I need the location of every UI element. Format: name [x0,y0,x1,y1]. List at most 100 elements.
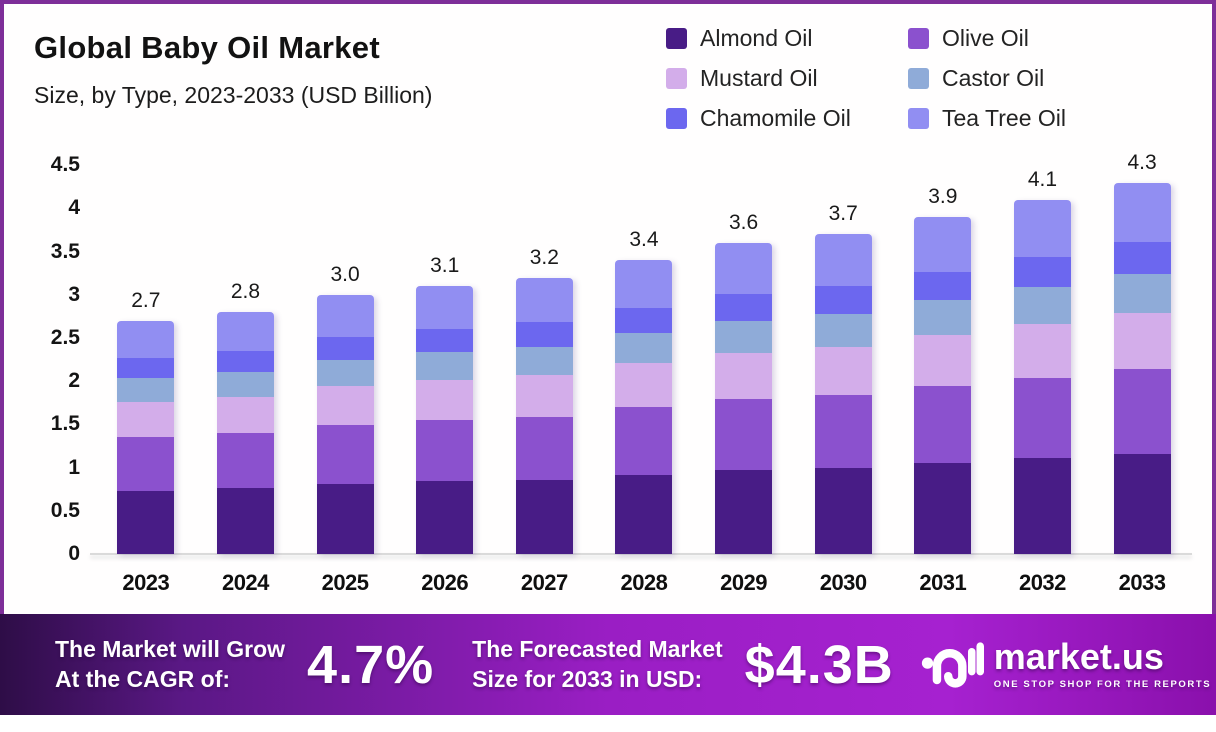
legend-label: Tea Tree Oil [942,105,1066,131]
legend-swatch-chamomile-oil [666,108,687,129]
y-tick-0: 0 [68,542,80,565]
bar-segment-almond-oil [515,479,573,554]
forecast-label: The Forecasted Market Size for 2033 in U… [472,635,723,694]
bar-column-2032: 4.1 [1013,167,1071,554]
cagr-label: The Market will Grow At the CAGR of: [55,635,285,694]
bar-segment-castor-oil [1113,274,1171,313]
bar-segment-tea-tree-oil [715,243,773,294]
bar-column-2029: 3.6 [715,211,773,554]
legend-item-tea-tree-oil: Tea Tree Oil [908,104,1211,133]
y-tick-3: 3 [68,282,80,306]
bar-segment-olive-oil [814,395,872,468]
x-label-2024: 2024 [221,570,269,595]
legend-item-chamomile-oil: Chamomile Oil [666,104,908,133]
bar-segment-olive-oil [615,407,673,475]
bar-column-2023: 2.7 [117,288,175,554]
bar-2033 [1113,182,1171,554]
bar-segment-chamomile-oil [316,337,374,360]
bar-segment-mustard-oil [615,363,673,408]
x-label-2029: 2029 [720,570,768,595]
bar-column-2024: 2.8 [216,280,274,554]
x-axis-line [90,553,1192,555]
bar-segment-almond-oil [715,470,773,554]
forecast-label-line1: The Forecasted Market [472,636,723,663]
bar-segment-tea-tree-oil [416,286,474,329]
y-tick-1: 1 [68,455,80,479]
market-us-logo-icon [921,641,984,688]
bar-segment-castor-oil [814,313,872,347]
bar-segment-mustard-oil [1013,324,1071,378]
brand-logo: market.us ONE STOP SHOP FOR THE REPORTS [920,637,1211,693]
cagr-label-line2: At the CAGR of: [55,665,231,692]
bar-column-2031: 3.9 [914,185,972,554]
bar-segment-olive-oil [416,420,474,482]
bar-segment-castor-oil [216,371,274,397]
bar-2031 [914,217,972,554]
bar-column-2030: 3.7 [814,202,872,554]
bar-segment-olive-oil [316,425,374,485]
bar-segment-mustard-oil [117,401,175,438]
bar-segment-olive-oil [715,399,773,471]
bar-total-label: 4.3 [1127,150,1157,174]
bar-segment-chamomile-oil [914,271,972,301]
bar-segment-almond-oil [216,488,274,554]
bar-segment-castor-oil [914,300,972,336]
bar-segment-tea-tree-oil [515,277,573,323]
bar-segment-castor-oil [117,377,175,402]
y-tick-4.5: 4.5 [50,153,80,177]
bar-total-label: 3.1 [430,254,460,278]
brand-tagline: ONE STOP SHOP FOR THE REPORTS [993,679,1212,690]
bar-2023 [117,320,175,554]
legend-label: Castor Oil [942,65,1045,91]
bar-segment-almond-oil [615,474,673,554]
x-axis-labels: 2023 2024 2025 2026 2027 2028 2029 2030 2031 2032… [96,570,1192,596]
bar-segment-castor-oil [615,332,673,364]
bar-2028 [615,260,673,554]
bar-2025 [316,294,374,554]
bar-total-label: 4.1 [1027,167,1058,191]
legend-label: Mustard Oil [700,65,818,91]
x-label-2032: 2032 [1018,570,1066,595]
chart-title: Global Baby Oil Market [34,30,380,65]
legend-item-mustard-oil: Mustard Oil [666,64,908,93]
bar-segment-castor-oil [1013,286,1071,325]
bar-segment-almond-oil [1113,453,1171,554]
bar-column-2027: 3.2 [515,245,573,554]
bar-segment-tea-tree-oil [216,312,274,351]
bar-segment-tea-tree-oil [1113,182,1171,243]
brand-name: market.us [993,636,1164,677]
legend-item-castor-oil: Castor Oil [908,64,1211,93]
y-tick-2.5: 2.5 [50,326,80,349]
bar-segment-mustard-oil [814,346,872,396]
x-label-2033: 2033 [1118,570,1166,595]
bar-segment-chamomile-oil [615,307,673,333]
chart-subtitle: Size, by Type, 2023-2033 (USD Billion) [34,82,433,108]
y-tick-0.5: 0.5 [50,498,80,522]
bar-segment-olive-oil [1013,377,1071,459]
bar-segment-castor-oil [715,320,773,353]
bar-segment-almond-oil [814,467,872,554]
forecast-value: $4.3B [744,634,894,695]
bars: 2.7 2.8 3.0 3.1 3.2 3.4 3.6 3.7 3.9 4.1 4.3 [96,4,1192,554]
legend-swatch-tea-tree-oil [908,108,929,129]
bar-2024 [216,312,274,554]
bar-total-label: 3.9 [928,185,958,208]
legend-swatch-castor-oil [908,68,929,89]
y-tick-1.5: 1.5 [50,412,80,436]
bar-segment-almond-oil [416,481,474,554]
bar-total-label: 2.7 [131,288,161,312]
legend-item-almond-oil: Almond Oil [666,24,908,53]
bar-segment-mustard-oil [316,386,374,426]
y-tick-2: 2 [68,369,80,393]
legend-swatch-mustard-oil [666,68,687,89]
footer-banner: The Market will Grow At the CAGR of: 4.7… [0,614,1216,715]
bar-total-label: 3.2 [529,245,559,269]
chart-card: Global Baby Oil Market Size, by Type, 20… [0,0,1216,620]
bar-segment-olive-oil [216,433,274,489]
bar-column-2028: 3.4 [615,228,673,554]
bar-segment-mustard-oil [416,379,474,421]
bar-segment-olive-oil [117,437,175,491]
y-tick-3.5: 3.5 [50,239,80,263]
bar-column-2025: 3.0 [316,263,374,554]
bar-segment-tea-tree-oil [316,294,374,338]
